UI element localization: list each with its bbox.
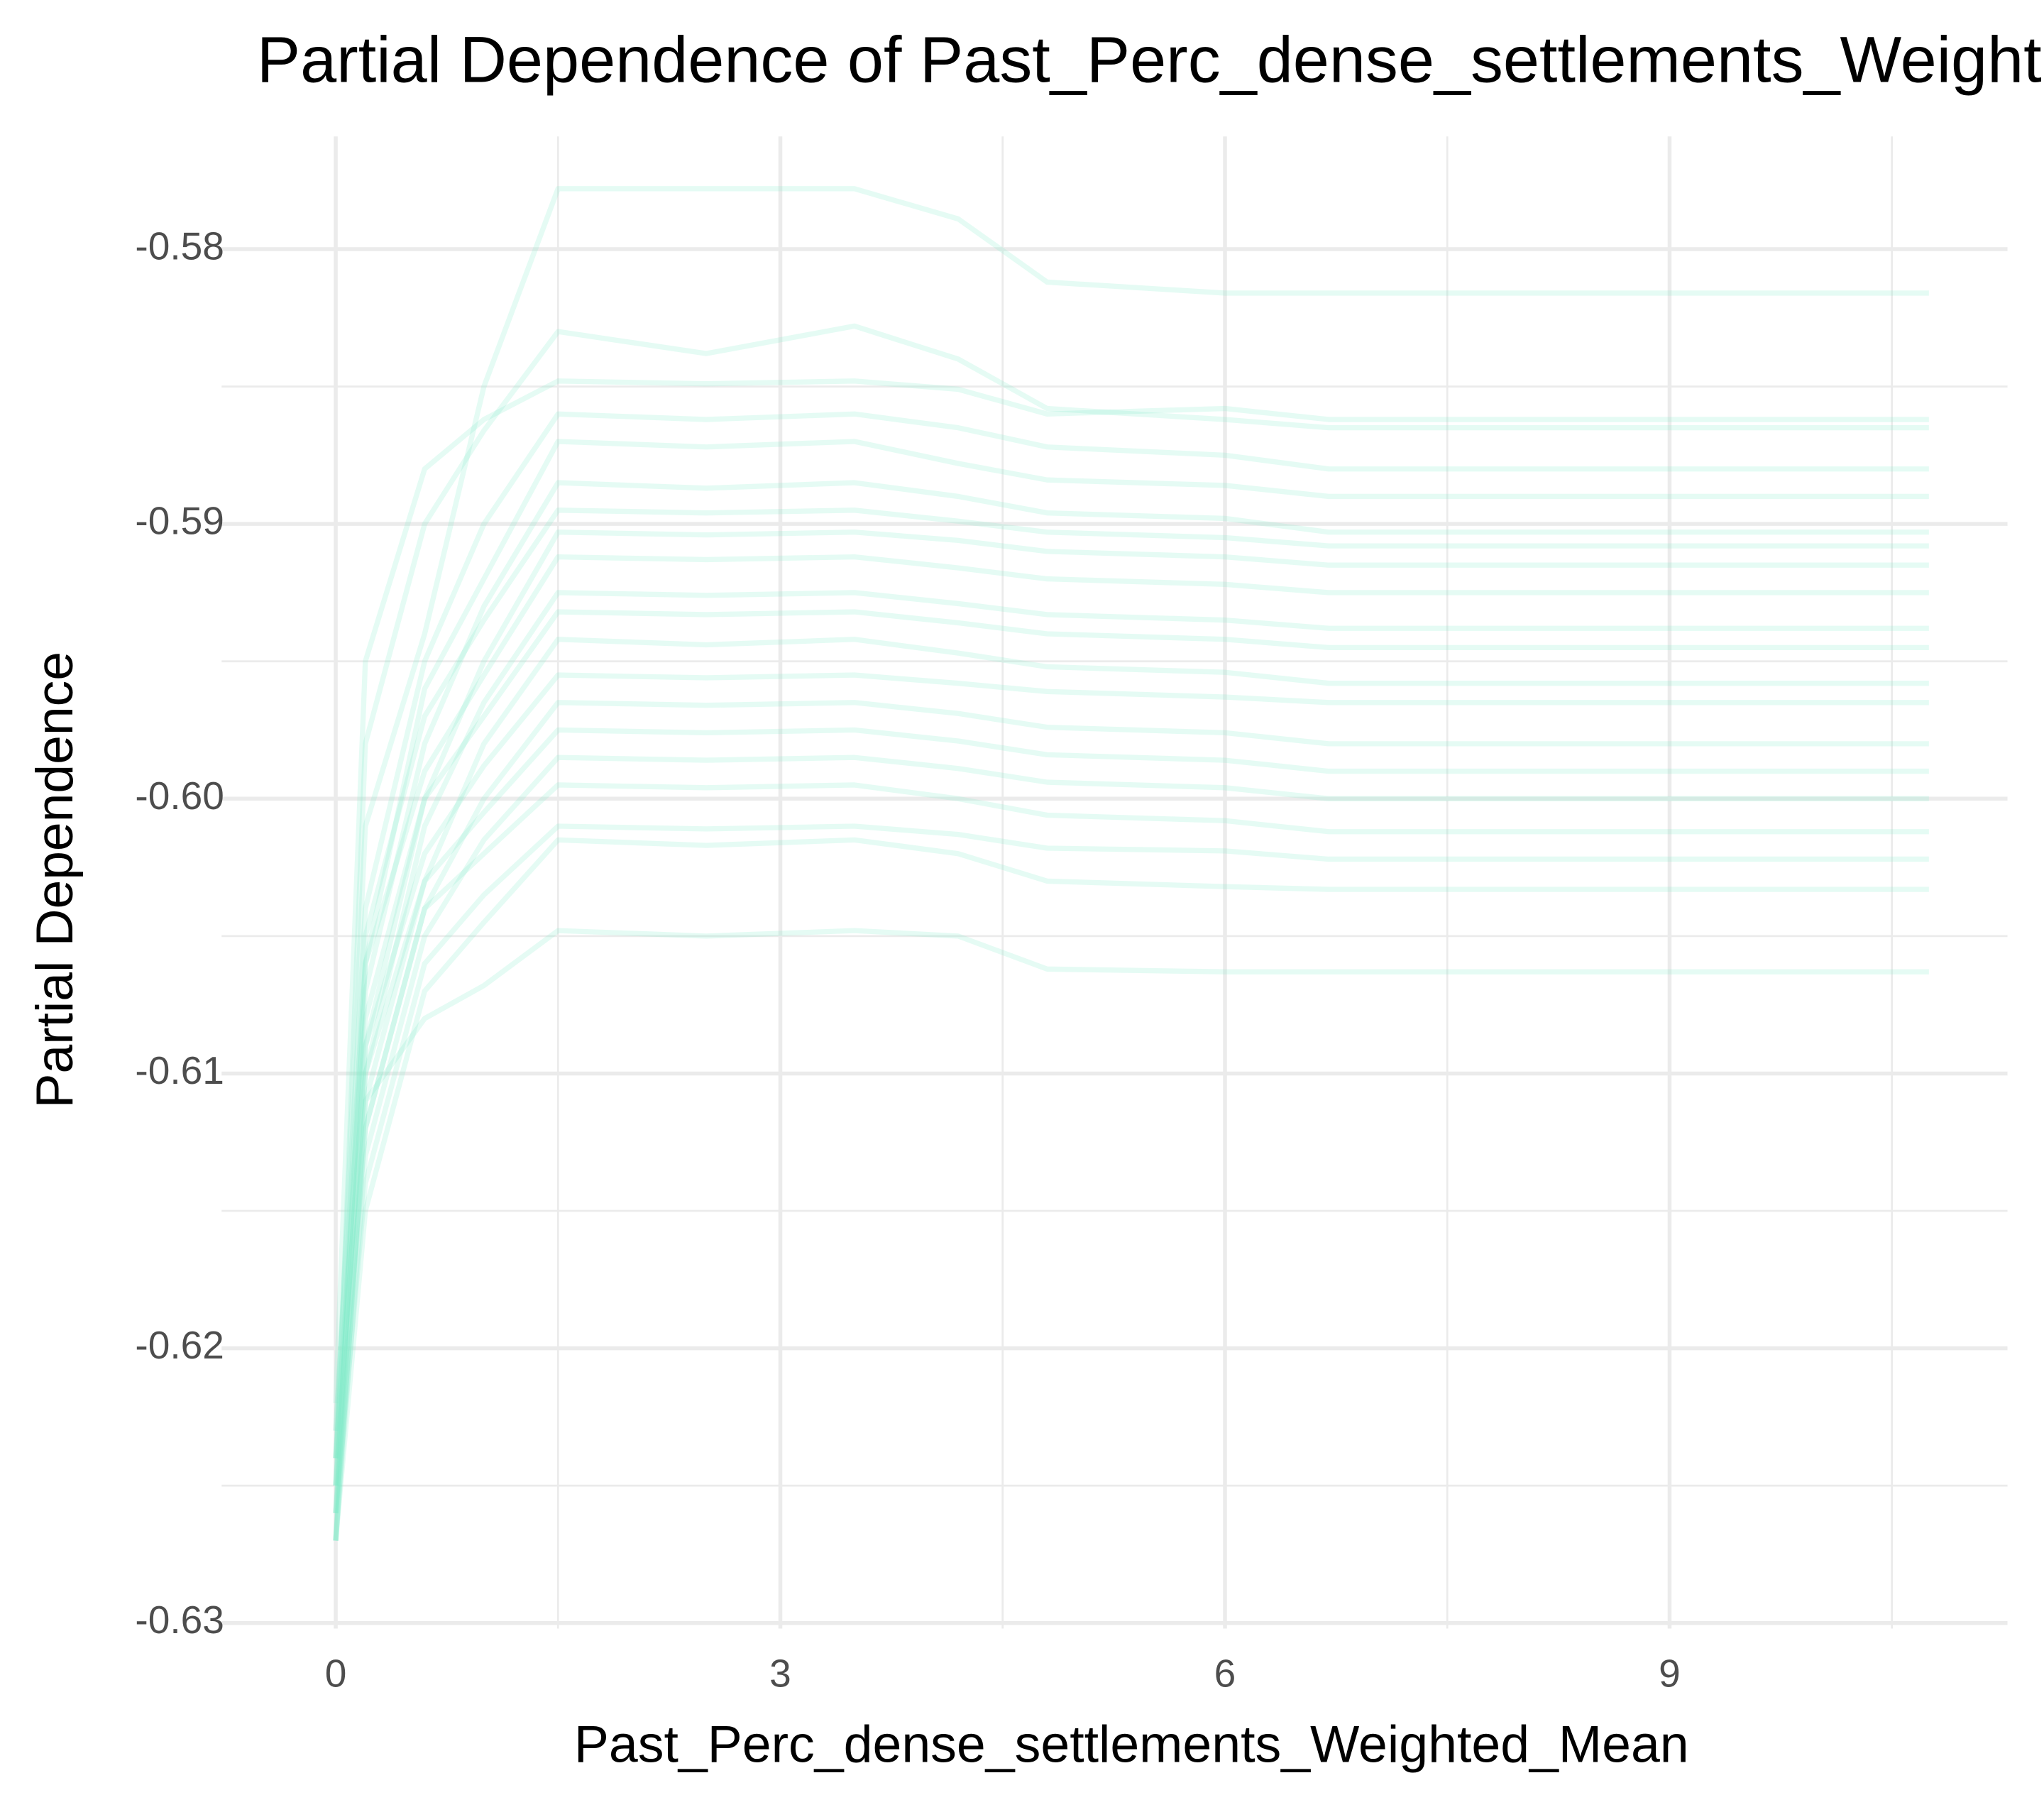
ice-line xyxy=(333,700,1929,1514)
x-axis-label: Past_Perc_dense_settlements_Weighted_Mea… xyxy=(574,1715,1689,1773)
ice-line xyxy=(333,439,1929,1514)
ice-line xyxy=(333,782,1929,1486)
y-tick-label: -0.60 xyxy=(135,774,224,818)
ice-line xyxy=(333,727,1929,1459)
x-tick-label: 0 xyxy=(325,1652,347,1696)
y-tick-label: -0.63 xyxy=(135,1598,224,1642)
y-tick-label: -0.61 xyxy=(135,1048,224,1092)
grid xyxy=(221,136,2008,1629)
ice-line xyxy=(333,529,1929,1486)
ice-line xyxy=(333,480,1929,1459)
y-tick-label: -0.59 xyxy=(135,499,224,543)
ice-line xyxy=(333,928,1929,1541)
ice-line xyxy=(333,590,1929,1514)
x-tick-label: 9 xyxy=(1659,1652,1681,1696)
y-tick-label: -0.62 xyxy=(135,1323,224,1367)
ice-line xyxy=(333,411,1929,1431)
ice-line xyxy=(333,554,1929,1431)
ice-line xyxy=(333,672,1929,1486)
labels: -0.63 -0.62 -0.61 -0.60 -0.59 -0.58 0 3 6 9 xyxy=(135,224,1680,1696)
ice-line xyxy=(333,378,1929,1404)
x-tick-label: 6 xyxy=(1214,1652,1236,1696)
ice-line xyxy=(333,823,1929,1514)
ice-line xyxy=(333,609,1929,1459)
ice-line xyxy=(333,323,1929,1486)
ice-line xyxy=(333,837,1929,1541)
chart-title: Partial Dependence of Past_Perc_dense_se… xyxy=(257,24,2044,97)
ice-line xyxy=(333,754,1929,1541)
y-axis-label: Partial Dependence xyxy=(26,652,84,1108)
ice-line xyxy=(333,637,1929,1541)
lines xyxy=(333,186,1929,1541)
y-tick-label: -0.58 xyxy=(135,224,224,268)
ice-line xyxy=(333,507,1929,1541)
x-tick-label: 3 xyxy=(769,1652,791,1696)
ice-line xyxy=(333,186,1929,1459)
